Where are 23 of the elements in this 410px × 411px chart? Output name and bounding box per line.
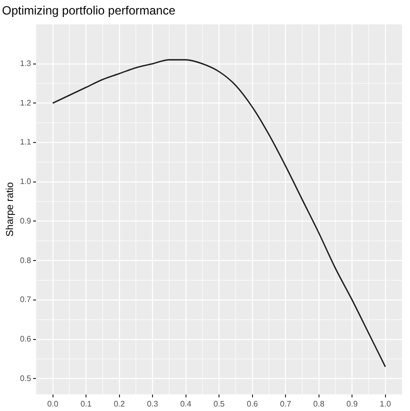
x-tick-label: 0.7 <box>280 399 292 408</box>
y-tick-label: 0.5 <box>20 374 32 383</box>
x-tick-label: 0.4 <box>180 399 192 408</box>
x-tick-label: 0.1 <box>80 399 92 408</box>
y-tick-label: 1.1 <box>20 138 32 147</box>
y-tick-label: 1.3 <box>20 58 32 68</box>
y-tick-label: 0.9 <box>20 216 32 226</box>
x-tick-label: 0.2 <box>114 399 126 408</box>
x-tick-label: 0.8 <box>313 399 325 408</box>
y-tick-label: 0.8 <box>20 256 32 265</box>
y-tick-label: 1.2 <box>20 98 32 108</box>
line-series <box>52 59 386 368</box>
y-axis-title: Sharpe ratio <box>4 182 16 237</box>
chart-title: Optimizing portfolio performance <box>2 4 176 18</box>
x-tick-label: 0.0 <box>47 399 59 408</box>
x-tick-label: 0.6 <box>246 399 258 408</box>
y-tick-label: 0.7 <box>20 295 32 304</box>
x-tick-label: 0.3 <box>146 399 159 408</box>
y-tick-label: 0.6 <box>20 334 32 344</box>
x-tick-label: 0.5 <box>214 399 226 408</box>
x-tick-label: 1.0 <box>380 399 392 408</box>
x-tick-label: 0.9 <box>346 399 358 408</box>
y-tick-label: 1.0 <box>20 177 32 186</box>
